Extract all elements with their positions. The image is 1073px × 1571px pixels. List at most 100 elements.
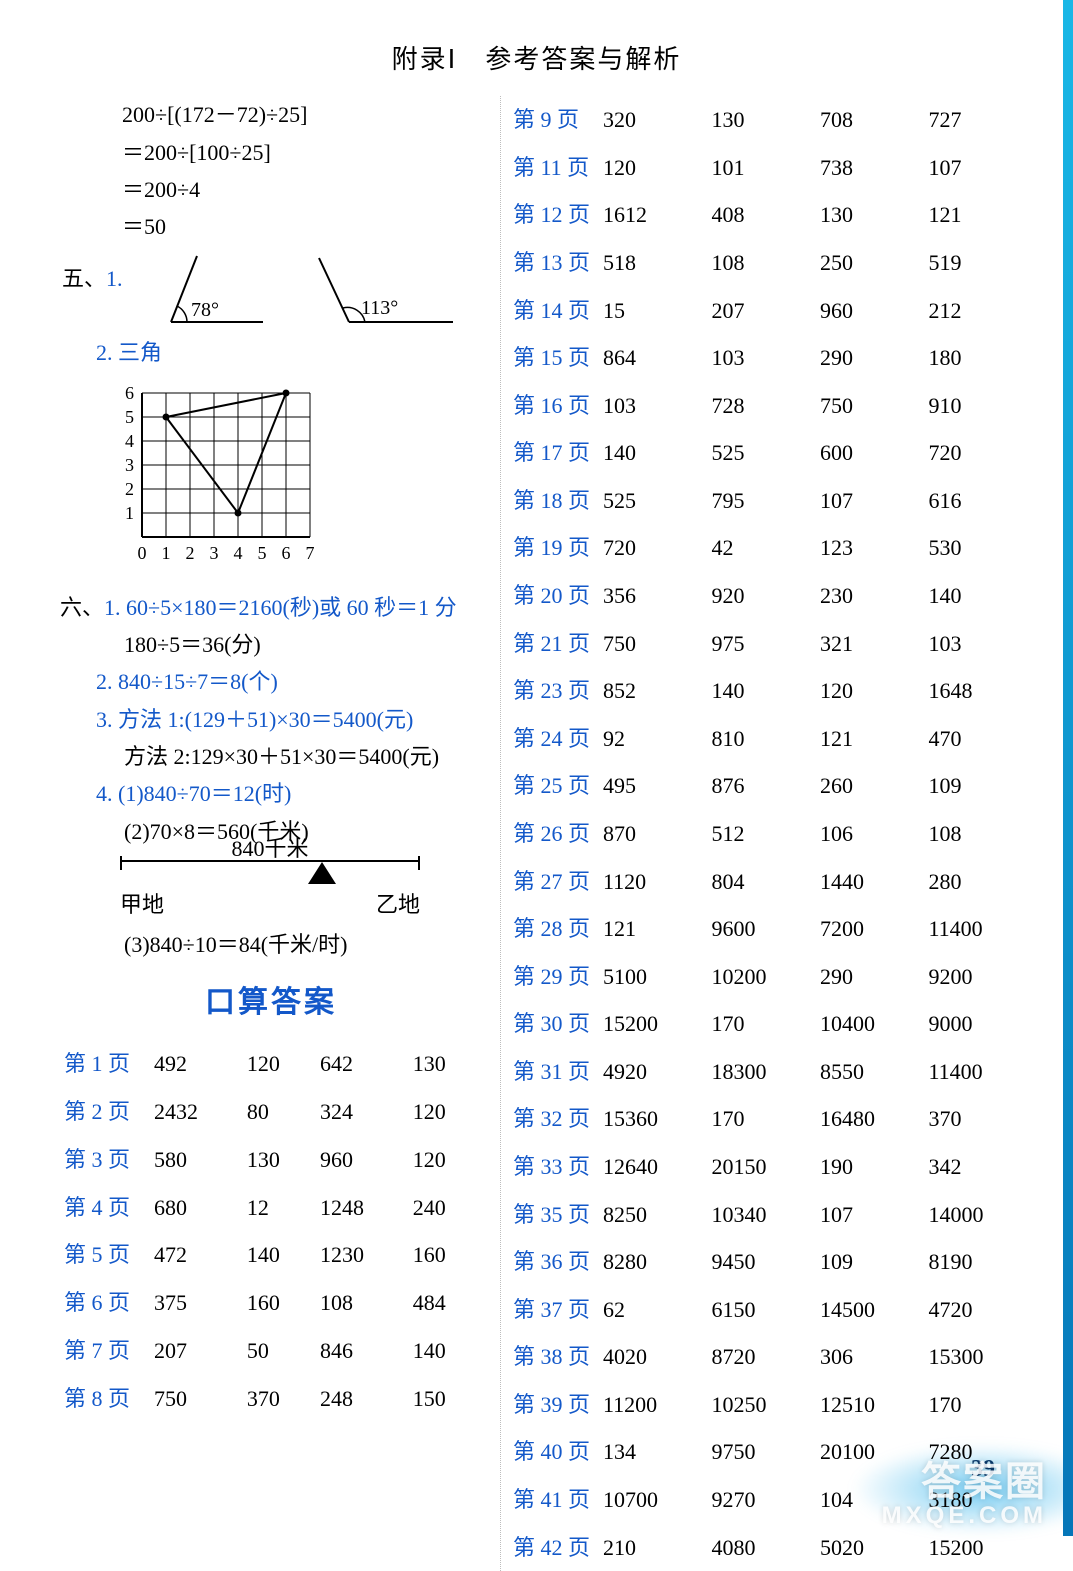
six-line: 4. (1)840÷70＝12(时) bbox=[60, 775, 482, 812]
answer-value: 107 bbox=[816, 1190, 925, 1238]
answer-value: 160 bbox=[243, 1279, 316, 1327]
table-row: 第 20 页356920230140 bbox=[509, 572, 1033, 620]
answer-value: 15300 bbox=[925, 1333, 1034, 1381]
page-ref: 第 31 页 bbox=[509, 1048, 599, 1096]
page-ref: 第 42 页 bbox=[509, 1524, 599, 1571]
answer-value: 525 bbox=[708, 429, 817, 477]
table-row: 第 9 页320130708727 bbox=[509, 96, 1033, 144]
answer-value: 9270 bbox=[708, 1476, 817, 1524]
table-row: 第 14 页15207960212 bbox=[509, 287, 1033, 335]
answer-value: 250 bbox=[816, 239, 925, 287]
answer-value: 9750 bbox=[708, 1428, 817, 1476]
answer-value: 750 bbox=[599, 620, 708, 668]
answer-value: 492 bbox=[150, 1040, 243, 1088]
answer-value: 109 bbox=[816, 1238, 925, 1286]
calc-line: ＝200÷[100÷25] bbox=[60, 134, 482, 171]
table-row: 第 11 页120101738107 bbox=[509, 144, 1033, 192]
table-row: 第 23 页8521401201648 bbox=[509, 667, 1033, 715]
answer-value: 370 bbox=[925, 1095, 1034, 1143]
answer-value: 4080 bbox=[708, 1524, 817, 1571]
answer-value: 11200 bbox=[599, 1381, 708, 1429]
table-row: 第 16 页103728750910 bbox=[509, 382, 1033, 430]
answer-value: 519 bbox=[925, 239, 1034, 287]
answer-value: 12640 bbox=[599, 1143, 708, 1191]
answer-value: 727 bbox=[925, 96, 1034, 144]
calc-line: ＝200÷4 bbox=[60, 171, 482, 208]
table-row: 第 17 页140525600720 bbox=[509, 429, 1033, 477]
answer-value: 290 bbox=[816, 953, 925, 1001]
answer-value: 708 bbox=[816, 96, 925, 144]
answer-value: 108 bbox=[316, 1279, 409, 1327]
table-row: 第 27 页11208041440280 bbox=[509, 857, 1033, 905]
answer-value: 5020 bbox=[816, 1524, 925, 1571]
answer-value: 12 bbox=[243, 1183, 316, 1231]
grid-chart: 12345601234567 bbox=[60, 371, 482, 588]
answer-value: 140 bbox=[708, 667, 817, 715]
answer-value: 11400 bbox=[925, 905, 1034, 953]
table-row: 第 21 页750975321103 bbox=[509, 620, 1033, 668]
answer-value: 9600 bbox=[708, 905, 817, 953]
page-ref: 第 39 页 bbox=[509, 1381, 599, 1429]
answer-value: 1120 bbox=[599, 857, 708, 905]
answer-value: 11400 bbox=[925, 1048, 1034, 1096]
answer-value: 103 bbox=[925, 620, 1034, 668]
answer-value: 140 bbox=[925, 572, 1034, 620]
page-ref: 第 24 页 bbox=[509, 715, 599, 763]
answer-value: 10400 bbox=[816, 1000, 925, 1048]
table-row: 第 4 页680121248240 bbox=[60, 1183, 482, 1231]
answer-value: 140 bbox=[243, 1231, 316, 1279]
answer-value: 108 bbox=[925, 810, 1034, 858]
table-row: 第 5 页4721401230160 bbox=[60, 1231, 482, 1279]
answer-value: 518 bbox=[599, 239, 708, 287]
svg-text:2: 2 bbox=[125, 479, 134, 499]
page-ref: 第 5 页 bbox=[60, 1231, 150, 1279]
table-row: 第 35 页82501034010714000 bbox=[509, 1190, 1033, 1238]
calc-line: ＝50 bbox=[60, 208, 482, 245]
answer-value: 280 bbox=[925, 857, 1034, 905]
answer-value: 7200 bbox=[816, 905, 925, 953]
answer-value: 642 bbox=[316, 1040, 409, 1088]
answer-value: 260 bbox=[816, 762, 925, 810]
table-row: 第 13 页518108250519 bbox=[509, 239, 1033, 287]
answer-value: 15200 bbox=[925, 1524, 1034, 1571]
distance-right: 乙地 bbox=[376, 886, 420, 923]
answer-value: 109 bbox=[925, 762, 1034, 810]
answer-value: 680 bbox=[150, 1183, 243, 1231]
answer-value: 10340 bbox=[708, 1190, 817, 1238]
answer-value: 484 bbox=[409, 1279, 482, 1327]
svg-text:2: 2 bbox=[186, 543, 195, 563]
answer-value: 876 bbox=[708, 762, 817, 810]
answer-value: 804 bbox=[708, 857, 817, 905]
page-ref: 第 17 页 bbox=[509, 429, 599, 477]
page-ref: 第 38 页 bbox=[509, 1333, 599, 1381]
answer-value: 290 bbox=[816, 334, 925, 382]
svg-text:1: 1 bbox=[162, 543, 171, 563]
answer-value: 1248 bbox=[316, 1183, 409, 1231]
answer-value: 120 bbox=[243, 1040, 316, 1088]
answer-value: 103 bbox=[708, 334, 817, 382]
page-ref: 第 16 页 bbox=[509, 382, 599, 430]
answer-value: 14000 bbox=[925, 1190, 1034, 1238]
section-6-line: 六、1. 60÷5×180＝2160(秒)或 60 秒＝1 分 bbox=[60, 589, 482, 626]
answer-value: 101 bbox=[708, 144, 817, 192]
answer-value: 18300 bbox=[708, 1048, 817, 1096]
page-ref: 第 19 页 bbox=[509, 524, 599, 572]
table-row: 第 6 页375160108484 bbox=[60, 1279, 482, 1327]
oral-answer-title: 口算答案 bbox=[60, 963, 482, 1040]
section-5-label: 五、1. bbox=[62, 252, 123, 297]
answer-value: 230 bbox=[816, 572, 925, 620]
answer-value: 62 bbox=[599, 1286, 708, 1334]
answer-value: 15360 bbox=[599, 1095, 708, 1143]
answer-value: 170 bbox=[708, 1095, 817, 1143]
answer-value: 370 bbox=[243, 1374, 316, 1422]
table-row: 第 12 页1612408130121 bbox=[509, 191, 1033, 239]
table-row: 第 36 页828094501098190 bbox=[509, 1238, 1033, 1286]
answer-value: 960 bbox=[316, 1136, 409, 1184]
answer-value: 121 bbox=[925, 191, 1034, 239]
page-ref: 第 12 页 bbox=[509, 191, 599, 239]
angle-label: 113° bbox=[361, 297, 398, 319]
answer-value: 108 bbox=[708, 239, 817, 287]
table-row: 第 30 页15200170104009000 bbox=[509, 1000, 1033, 1048]
answer-value: 10200 bbox=[708, 953, 817, 1001]
page-ref: 第 30 页 bbox=[509, 1000, 599, 1048]
